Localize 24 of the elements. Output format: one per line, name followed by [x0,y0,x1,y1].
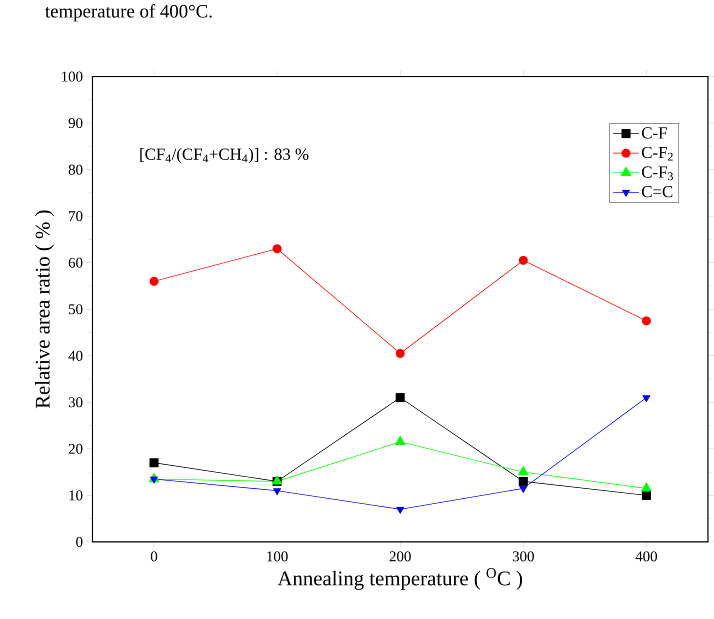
x-tick-label: 100 [267,551,288,562]
x-tick-label: 0 [150,551,158,562]
y-tick-label: 50 [69,304,82,314]
x-tick-label: 400 [636,551,657,562]
y-tick-label: 60 [68,257,82,268]
y-tick-label: 80 [68,164,82,174]
x-tick-label: 200 [390,551,411,562]
legend-label: C-F$_{3}$ [642,166,673,180]
x-axis-title: Annealing temperature ( $^{O}$C ) [278,568,522,590]
x-tick-label: 300 [512,551,534,562]
annotation: [CF$_{4}$/(CF$_{4}$+CH$_{4}$)] : 83 % [140,148,308,164]
text: temperature of 400°C. [45,4,212,22]
y-tick-label: 20 [68,444,82,454]
y-axis-title: Relative area ratio ( % ) [35,210,54,408]
y-tick-label: 70 [69,210,82,221]
y-tick-label: 100 [62,71,82,82]
legend-label: C=C [642,186,672,198]
legend-label: C-F$_{2}$ [642,146,673,160]
y-tick-label: 90 [68,118,82,128]
y-tick-label: 10 [69,490,82,500]
y-tick-label: 0 [76,536,82,547]
y-tick-label: 40 [68,350,82,361]
y-tick-label: 30 [68,397,82,408]
legend-label: C-F [642,127,667,138]
